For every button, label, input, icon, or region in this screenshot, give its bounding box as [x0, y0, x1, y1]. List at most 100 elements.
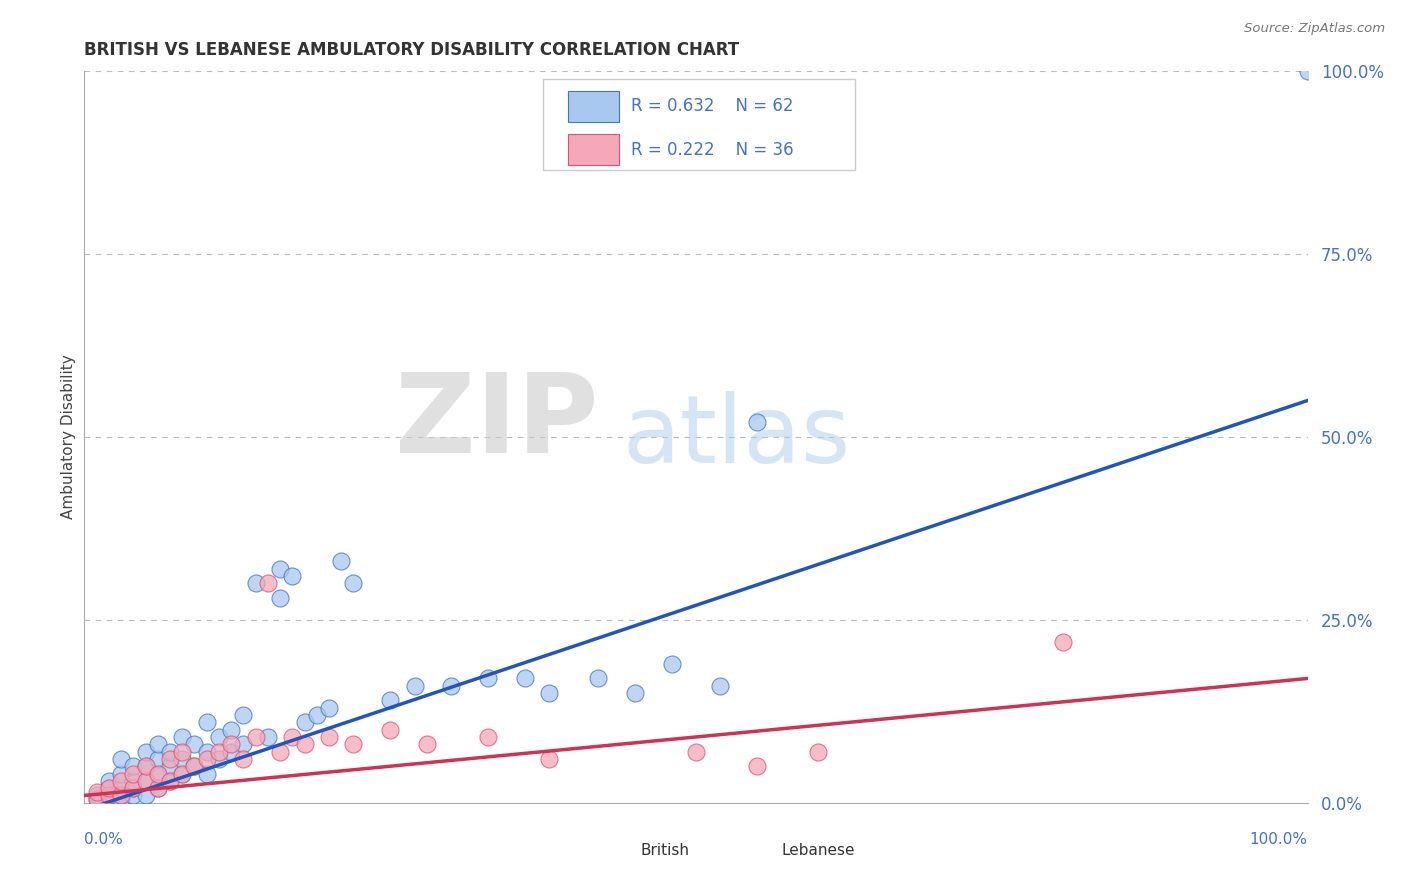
Point: [709, 679, 731, 693]
Point: [245, 576, 267, 591]
Point: [159, 773, 181, 788]
Text: 0.0%: 0.0%: [84, 832, 124, 847]
Text: Source: ZipAtlas.com: Source: ZipAtlas.com: [1244, 22, 1385, 36]
Point: [122, 759, 145, 773]
Point: [110, 792, 132, 806]
Point: [747, 759, 769, 773]
Point: [330, 554, 353, 568]
Point: [97, 792, 120, 806]
Point: [269, 562, 291, 576]
Point: [208, 752, 231, 766]
Point: [86, 792, 108, 806]
Point: [97, 781, 120, 796]
Point: [97, 789, 120, 803]
Point: [440, 679, 463, 693]
Point: [342, 576, 364, 591]
Y-axis label: Ambulatory Disability: Ambulatory Disability: [60, 355, 76, 519]
Point: [661, 657, 683, 671]
Point: [586, 672, 609, 686]
Point: [159, 759, 181, 773]
Point: [624, 686, 647, 700]
Point: [219, 745, 242, 759]
Point: [195, 715, 218, 730]
Point: [219, 737, 242, 751]
Point: [318, 730, 340, 744]
Point: [404, 679, 426, 693]
Point: [294, 715, 316, 730]
Text: R = 0.222    N = 36: R = 0.222 N = 36: [631, 141, 794, 159]
Point: [135, 759, 157, 773]
Point: [146, 781, 169, 796]
Point: [183, 759, 205, 773]
Point: [257, 576, 280, 591]
Point: [208, 730, 231, 744]
Point: [97, 781, 120, 796]
Point: [232, 737, 254, 751]
Point: [195, 766, 218, 780]
Point: [122, 781, 145, 796]
Point: [135, 789, 157, 803]
Point: [146, 737, 169, 751]
Point: [245, 730, 267, 744]
Point: [747, 416, 769, 430]
Point: [172, 766, 194, 780]
Point: [1052, 635, 1074, 649]
Point: [135, 773, 157, 788]
FancyBboxPatch shape: [568, 91, 619, 122]
Point: [122, 773, 145, 788]
Text: 100.0%: 100.0%: [1250, 832, 1308, 847]
Point: [380, 693, 402, 707]
FancyBboxPatch shape: [568, 135, 619, 165]
Point: [172, 730, 194, 744]
Point: [110, 752, 132, 766]
FancyBboxPatch shape: [596, 841, 631, 860]
Point: [318, 700, 340, 714]
Point: [110, 766, 132, 780]
Text: Lebanese: Lebanese: [782, 843, 855, 858]
Point: [342, 737, 364, 751]
Point: [159, 745, 181, 759]
Point: [538, 686, 561, 700]
Point: [281, 569, 304, 583]
Text: R = 0.632    N = 62: R = 0.632 N = 62: [631, 97, 793, 115]
FancyBboxPatch shape: [737, 841, 772, 860]
Point: [110, 781, 132, 796]
Point: [172, 752, 194, 766]
Point: [183, 759, 205, 773]
Point: [219, 723, 242, 737]
Point: [257, 730, 280, 744]
Point: [122, 766, 145, 780]
Point: [146, 766, 169, 780]
Point: [146, 752, 169, 766]
Point: [86, 789, 108, 803]
Point: [281, 730, 304, 744]
Point: [183, 737, 205, 751]
Point: [1296, 64, 1319, 78]
Point: [97, 789, 120, 803]
Point: [146, 781, 169, 796]
Point: [135, 759, 157, 773]
Point: [294, 737, 316, 751]
Point: [172, 745, 194, 759]
Text: BRITISH VS LEBANESE AMBULATORY DISABILITY CORRELATION CHART: BRITISH VS LEBANESE AMBULATORY DISABILIT…: [84, 41, 740, 59]
Point: [380, 723, 402, 737]
Point: [477, 672, 499, 686]
Point: [807, 745, 830, 759]
Point: [232, 708, 254, 723]
Text: ZIP: ZIP: [395, 369, 598, 476]
Point: [159, 773, 181, 788]
Point: [477, 730, 499, 744]
Point: [135, 745, 157, 759]
Point: [135, 773, 157, 788]
Point: [86, 785, 108, 799]
Point: [232, 752, 254, 766]
Point: [146, 766, 169, 780]
Point: [110, 789, 132, 803]
Point: [195, 745, 218, 759]
Point: [305, 708, 328, 723]
Point: [208, 745, 231, 759]
Point: [97, 773, 120, 788]
Text: atlas: atlas: [623, 391, 851, 483]
Point: [86, 792, 108, 806]
FancyBboxPatch shape: [543, 78, 855, 170]
